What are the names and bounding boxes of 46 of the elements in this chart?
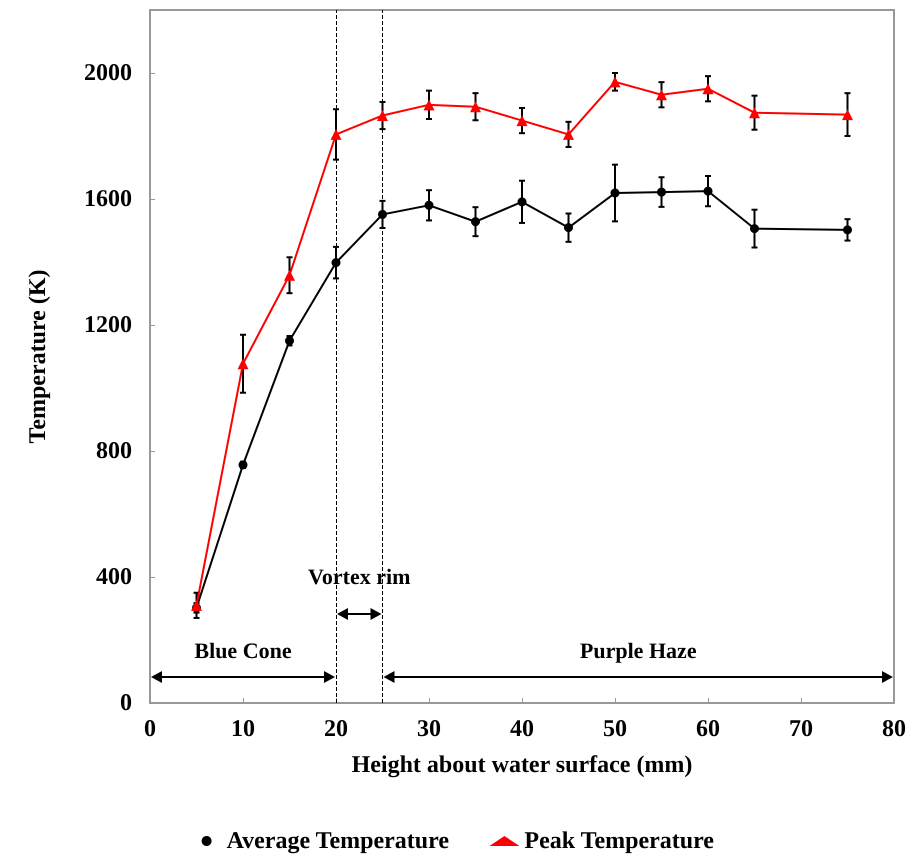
annotation: Vortex rim bbox=[308, 564, 410, 589]
x-tick-label: 40 bbox=[510, 716, 534, 742]
y-tick-label: 1600 bbox=[84, 186, 132, 212]
annotation: Purple Haze bbox=[580, 638, 697, 663]
x-tick-label: 20 bbox=[324, 716, 348, 742]
x-axis-title: Height about water surface (mm) bbox=[352, 752, 692, 778]
y-tick-label: 1200 bbox=[84, 312, 132, 338]
legend-label: Average Temperature bbox=[226, 828, 450, 854]
point bbox=[702, 83, 714, 94]
point bbox=[470, 101, 481, 112]
point bbox=[750, 224, 759, 234]
point bbox=[238, 358, 248, 370]
point bbox=[378, 210, 387, 219]
point bbox=[749, 107, 760, 118]
point bbox=[704, 186, 712, 196]
point bbox=[842, 109, 853, 120]
point bbox=[424, 200, 434, 210]
y-axis-title: Temperature (K) bbox=[25, 270, 51, 444]
point bbox=[424, 99, 434, 110]
y-tick-label: 800 bbox=[96, 438, 132, 464]
point bbox=[471, 217, 480, 226]
point bbox=[563, 128, 574, 140]
point bbox=[330, 128, 342, 140]
point bbox=[610, 188, 620, 198]
y-tick-label: 2000 bbox=[84, 60, 132, 86]
point bbox=[656, 89, 667, 100]
x-tick-label: 0 bbox=[144, 716, 156, 742]
legend-label: Peak Temperature bbox=[524, 828, 714, 854]
point bbox=[377, 110, 388, 122]
x-tick-label: 70 bbox=[789, 716, 813, 742]
point bbox=[516, 115, 528, 126]
point bbox=[657, 188, 666, 197]
point bbox=[610, 76, 620, 88]
y-tick-label: 0 bbox=[120, 690, 132, 716]
point bbox=[332, 258, 340, 268]
x-tick-label: 80 bbox=[882, 716, 906, 742]
x-tick-label: 50 bbox=[603, 716, 627, 742]
annotation: Blue Cone bbox=[194, 638, 292, 663]
point bbox=[843, 225, 852, 234]
x-tick-label: 30 bbox=[417, 716, 441, 742]
point bbox=[564, 223, 573, 232]
x-tick-label: 60 bbox=[696, 716, 720, 742]
x-tick-label: 10 bbox=[231, 716, 255, 742]
point bbox=[284, 270, 295, 281]
point bbox=[518, 197, 526, 206]
y-tick-label: 400 bbox=[96, 564, 132, 590]
